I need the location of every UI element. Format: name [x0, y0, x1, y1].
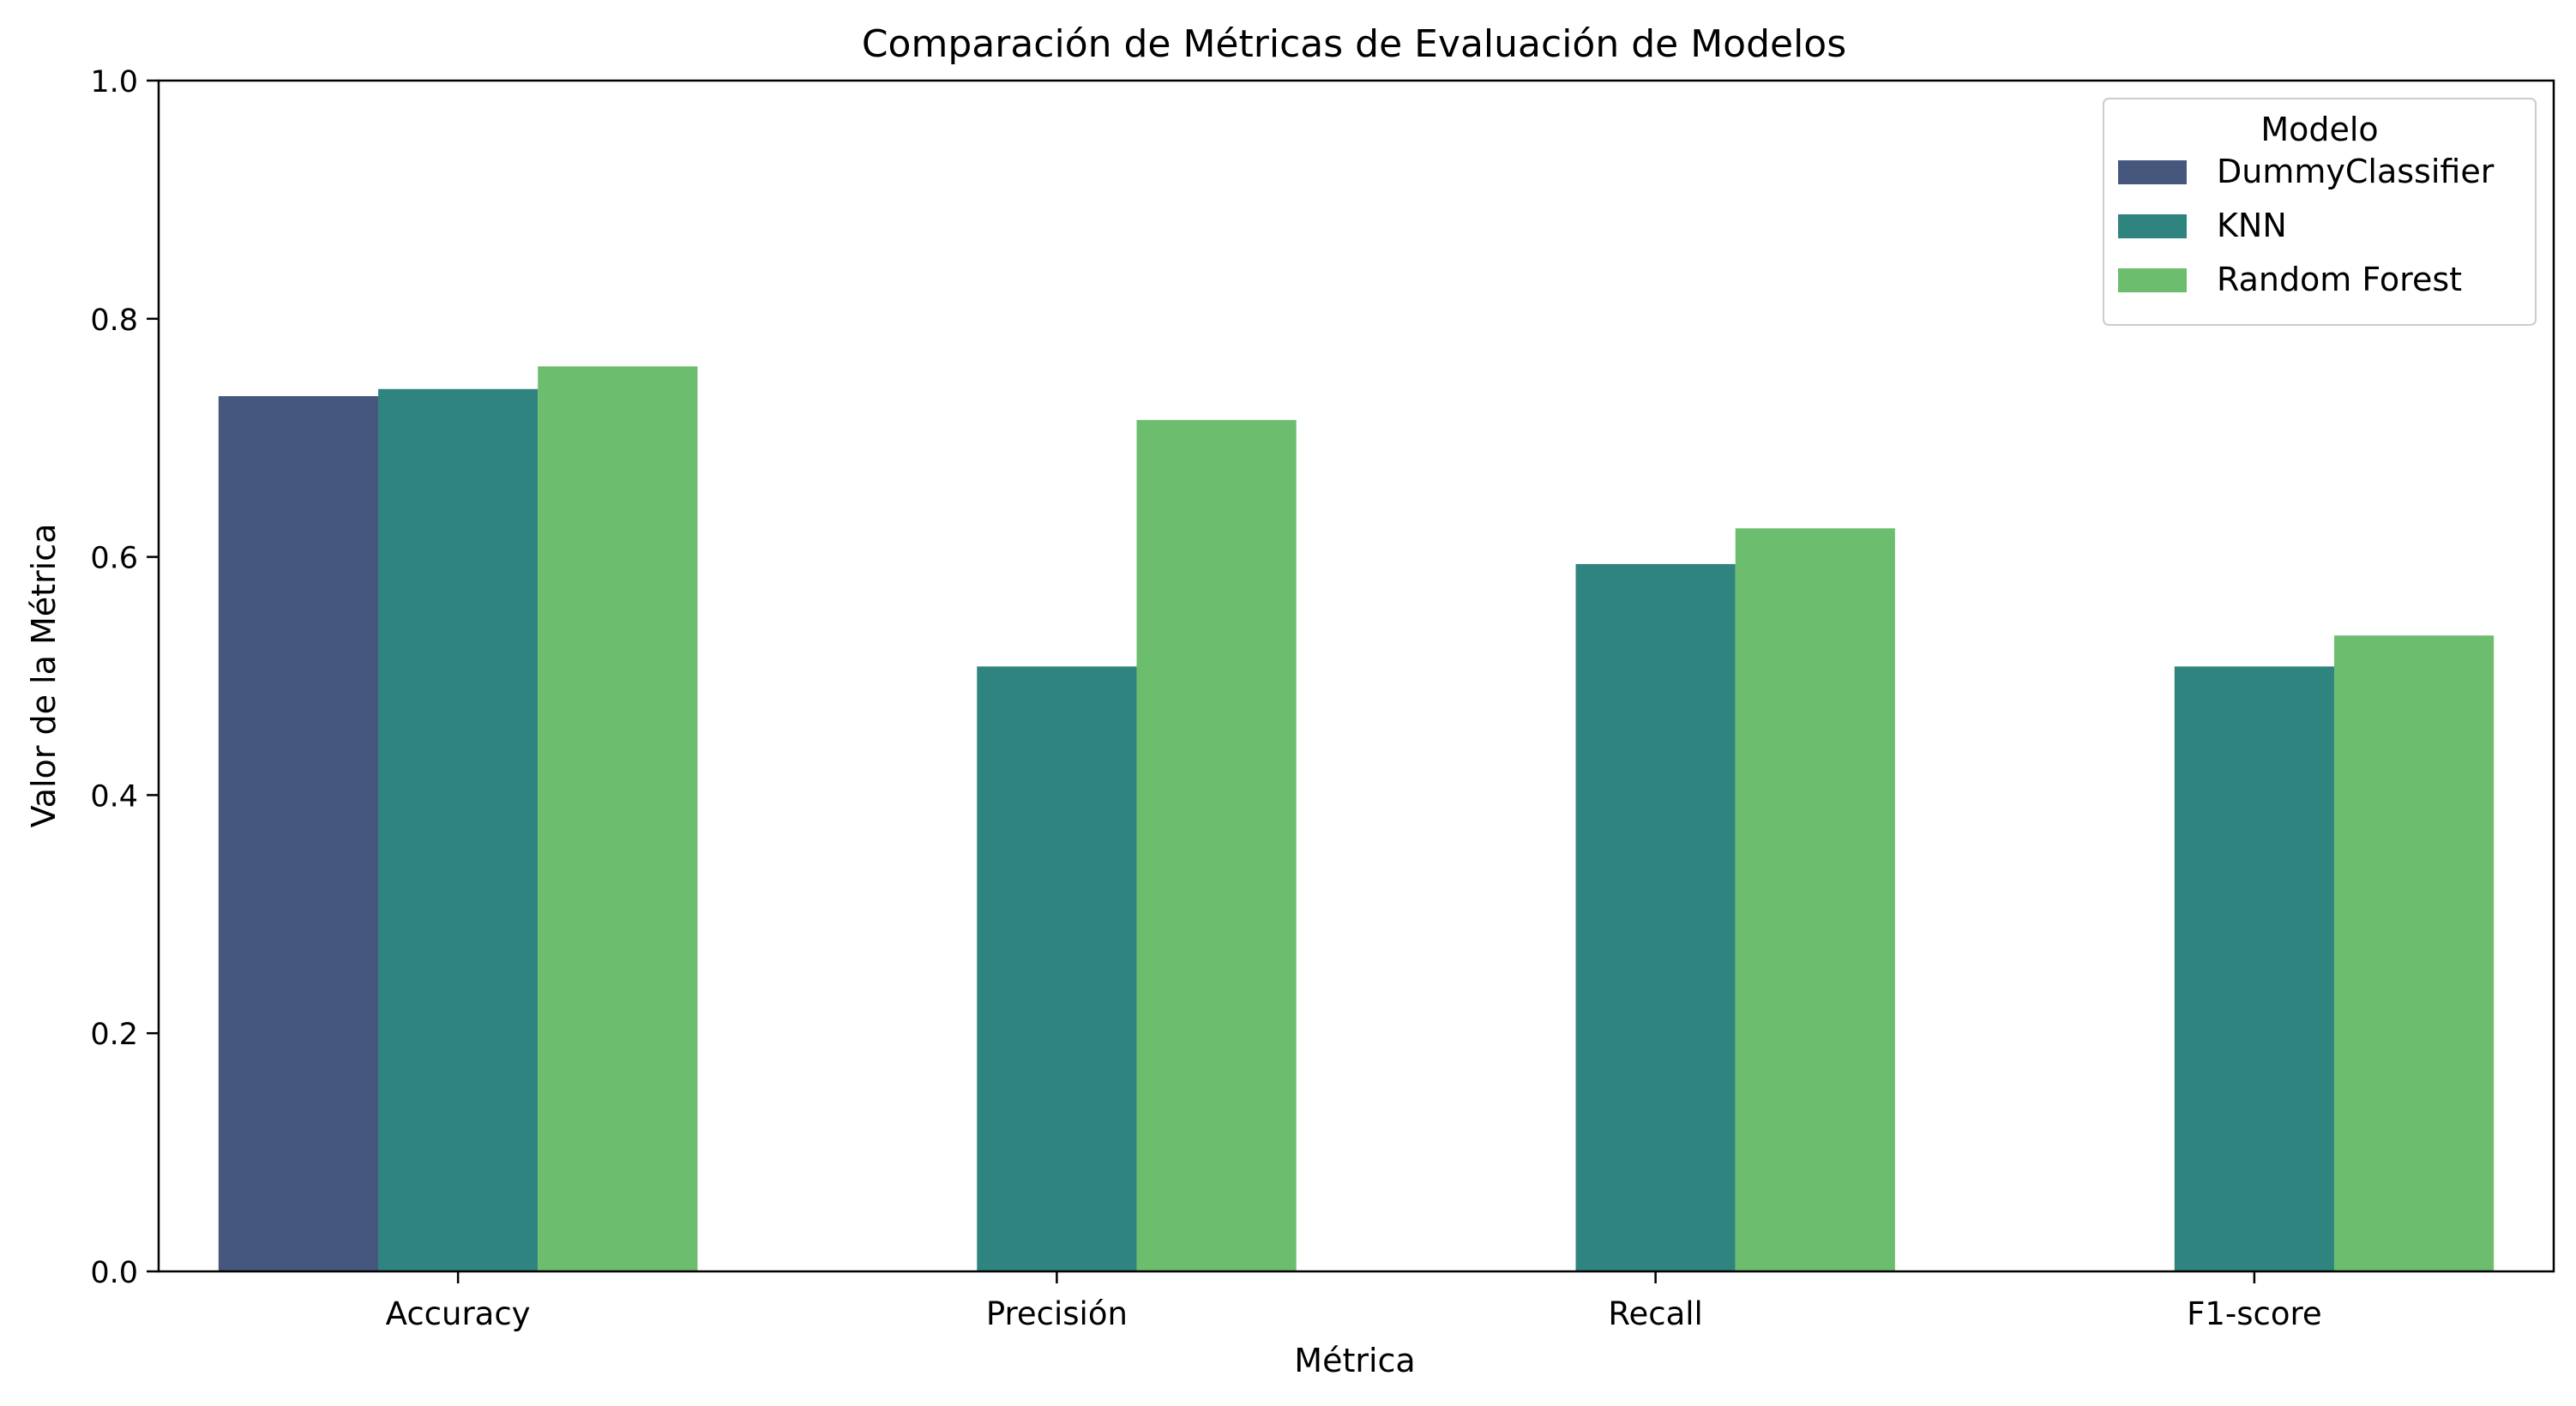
- bar-knn-1: [977, 666, 1137, 1271]
- legend: Modelo DummyClassifier KNN Random Forest: [2103, 98, 2537, 326]
- y-tick-label: 0.0: [90, 1256, 138, 1290]
- legend-entry-label: KNN: [2217, 207, 2287, 244]
- bar-random-forest-2: [1735, 528, 1895, 1271]
- chart-title: Comparación de Métricas de Evaluación de…: [862, 22, 1846, 66]
- bar-knn-0: [378, 388, 539, 1272]
- x-tick-label: Precisión: [986, 1295, 1128, 1332]
- plot-area: [218, 366, 2495, 1272]
- y-axis-label: Valor de la Métrica: [25, 524, 63, 828]
- legend-swatch: [2118, 160, 2187, 184]
- y-tick-label: 0.2: [90, 1018, 138, 1052]
- legend-swatch: [2118, 214, 2187, 238]
- legend-title: Modelo: [2260, 111, 2378, 148]
- axes-frame: [157, 79, 2555, 1273]
- legend-entry-label: Random Forest: [2217, 261, 2462, 298]
- bar-knn-3: [2174, 666, 2334, 1271]
- x-tick-label: Accuracy: [386, 1295, 531, 1332]
- legend-frame: [2103, 98, 2537, 326]
- legend-entry-label: DummyClassifier: [2217, 153, 2495, 190]
- bar-random-forest-1: [1136, 419, 1297, 1271]
- x-axis: Accuracy Precisión Recall F1-score: [386, 1271, 2322, 1332]
- legend-swatch: [2118, 268, 2187, 292]
- x-tick-label: F1-score: [2187, 1295, 2322, 1332]
- bar-random-forest-3: [2333, 635, 2495, 1271]
- bar-random-forest-0: [538, 366, 698, 1271]
- bar-dummyclassifier-0: [218, 396, 379, 1272]
- x-axis-label: Métrica: [1294, 1342, 1415, 1379]
- y-tick-label: 0.6: [90, 542, 138, 576]
- y-tick-label: 0.4: [90, 779, 138, 814]
- y-axis: 0.0 0.2 0.4 0.6 0.8 1.0: [90, 65, 159, 1290]
- y-tick-label: 1.0: [90, 65, 138, 99]
- y-tick-label: 0.8: [90, 303, 138, 338]
- x-tick-label: Recall: [1608, 1295, 1702, 1332]
- bar-knn-2: [1575, 563, 1736, 1271]
